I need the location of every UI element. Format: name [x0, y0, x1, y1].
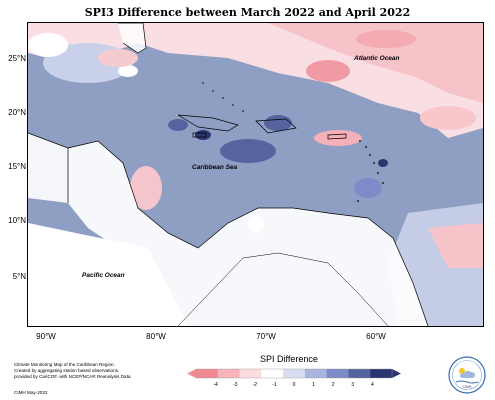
- lon-label-90w: 90°W: [36, 332, 56, 341]
- coastline-puerto-rico: [327, 133, 347, 140]
- coastline-mexico: [28, 132, 69, 203]
- land-south-america: [68, 141, 428, 326]
- legend-tick-label: 2: [332, 382, 335, 388]
- spi-field-pink-southeast: [428, 223, 483, 268]
- legend-tick-label: -4: [213, 382, 218, 388]
- lon-label-80w: 80°W: [146, 332, 166, 341]
- lat-label-15n: 15°N: [8, 162, 26, 171]
- legend-border: [195, 368, 393, 379]
- map-title: SPI3 Difference between March 2022 and A…: [84, 6, 411, 19]
- legend-tick-label: 0: [293, 382, 296, 388]
- island-dots: [202, 82, 384, 202]
- coastline-cuba: [177, 114, 239, 132]
- legend-colorbar: -4 -3 -2 -1 0 1 2 3 4: [187, 368, 401, 388]
- lat-label-20n: 20°N: [8, 108, 26, 117]
- legend-swatch: [196, 369, 219, 378]
- legend-swatch: [217, 369, 240, 378]
- legend-tick-label: -1: [272, 382, 277, 388]
- legend-tick-label: 1: [312, 382, 315, 388]
- map-area[interactable]: [27, 22, 484, 327]
- spi-field-pink-east: [420, 106, 476, 130]
- legend-swatch: [239, 369, 262, 378]
- spi-field-dark-cuba: [168, 119, 188, 131]
- spi-field-red-atlantic-2: [356, 30, 416, 48]
- coastline-hispaniola: [255, 118, 297, 134]
- spi-map: [28, 23, 483, 326]
- spi-field-mid-east: [354, 178, 382, 198]
- lon-label-70w: 70°W: [256, 332, 276, 341]
- coastline-florida: [118, 23, 147, 54]
- cimh-logo: CIMH: [448, 356, 486, 394]
- legend-arrow-left: [187, 369, 196, 378]
- label-caribbean-sea: Caribbean Sea: [192, 164, 238, 171]
- legend-swatch: [348, 369, 371, 378]
- coastline-jamaica: [192, 132, 207, 138]
- lat-label-25n: 25°N: [8, 54, 26, 63]
- legend-title: SPI Difference: [260, 354, 318, 364]
- spi-field-red-atlantic: [306, 60, 350, 82]
- spi-field-darkest-antilles: [378, 159, 388, 167]
- spi-field-dark-central: [220, 139, 276, 163]
- spi-field-pink-nw: [98, 49, 138, 67]
- lat-label-5n: 5°N: [12, 272, 26, 281]
- spi-field-darkest-jamaica: [195, 130, 211, 140]
- logo-text: CIMH: [463, 385, 472, 389]
- land-mexico: [28, 133, 68, 203]
- spi-field-white-florida: [118, 65, 138, 77]
- legend-tick-label: 4: [371, 382, 374, 388]
- land-florida: [118, 23, 146, 53]
- credits: Climate Monitoring Map of the Caribbean …: [14, 362, 174, 395]
- spi-field-pink-honduras: [130, 166, 162, 210]
- label-pacific-ocean: Pacific Ocean: [82, 272, 125, 279]
- legend-tick-label: 3: [351, 382, 354, 388]
- spi-field-pink-atlantic: [268, 23, 483, 103]
- legend-tick-label: -3: [233, 382, 238, 388]
- legend-swatch: [326, 369, 349, 378]
- legend-swatch: [261, 369, 284, 378]
- credits-line-3: provided by CariCOF, with NCEP/NCAR Rean…: [14, 374, 132, 379]
- lon-label-60w: 60°W: [366, 332, 386, 341]
- legend-tick-label: -2: [253, 382, 258, 388]
- credits-line-2: Created by aggregating station based obs…: [14, 368, 120, 373]
- legend-swatch: [370, 369, 393, 378]
- legend-swatch: [283, 369, 306, 378]
- legend-swatch: [304, 369, 327, 378]
- border-lines: [177, 252, 389, 326]
- credits-line-1: Climate Monitoring Map of the Caribbean …: [14, 362, 115, 367]
- coastline-south: [67, 140, 429, 326]
- label-atlantic-ocean: Atlantic Ocean: [354, 55, 400, 62]
- spi-field-pink-pr: [314, 130, 362, 146]
- credits-line-4: CIMH May-2022: [14, 390, 48, 395]
- lat-label-10n: 10°N: [8, 216, 26, 225]
- spi-field-white-nw: [28, 33, 68, 57]
- spi-field-dark-hispaniola: [264, 115, 292, 131]
- legend-arrow-right: [392, 369, 401, 378]
